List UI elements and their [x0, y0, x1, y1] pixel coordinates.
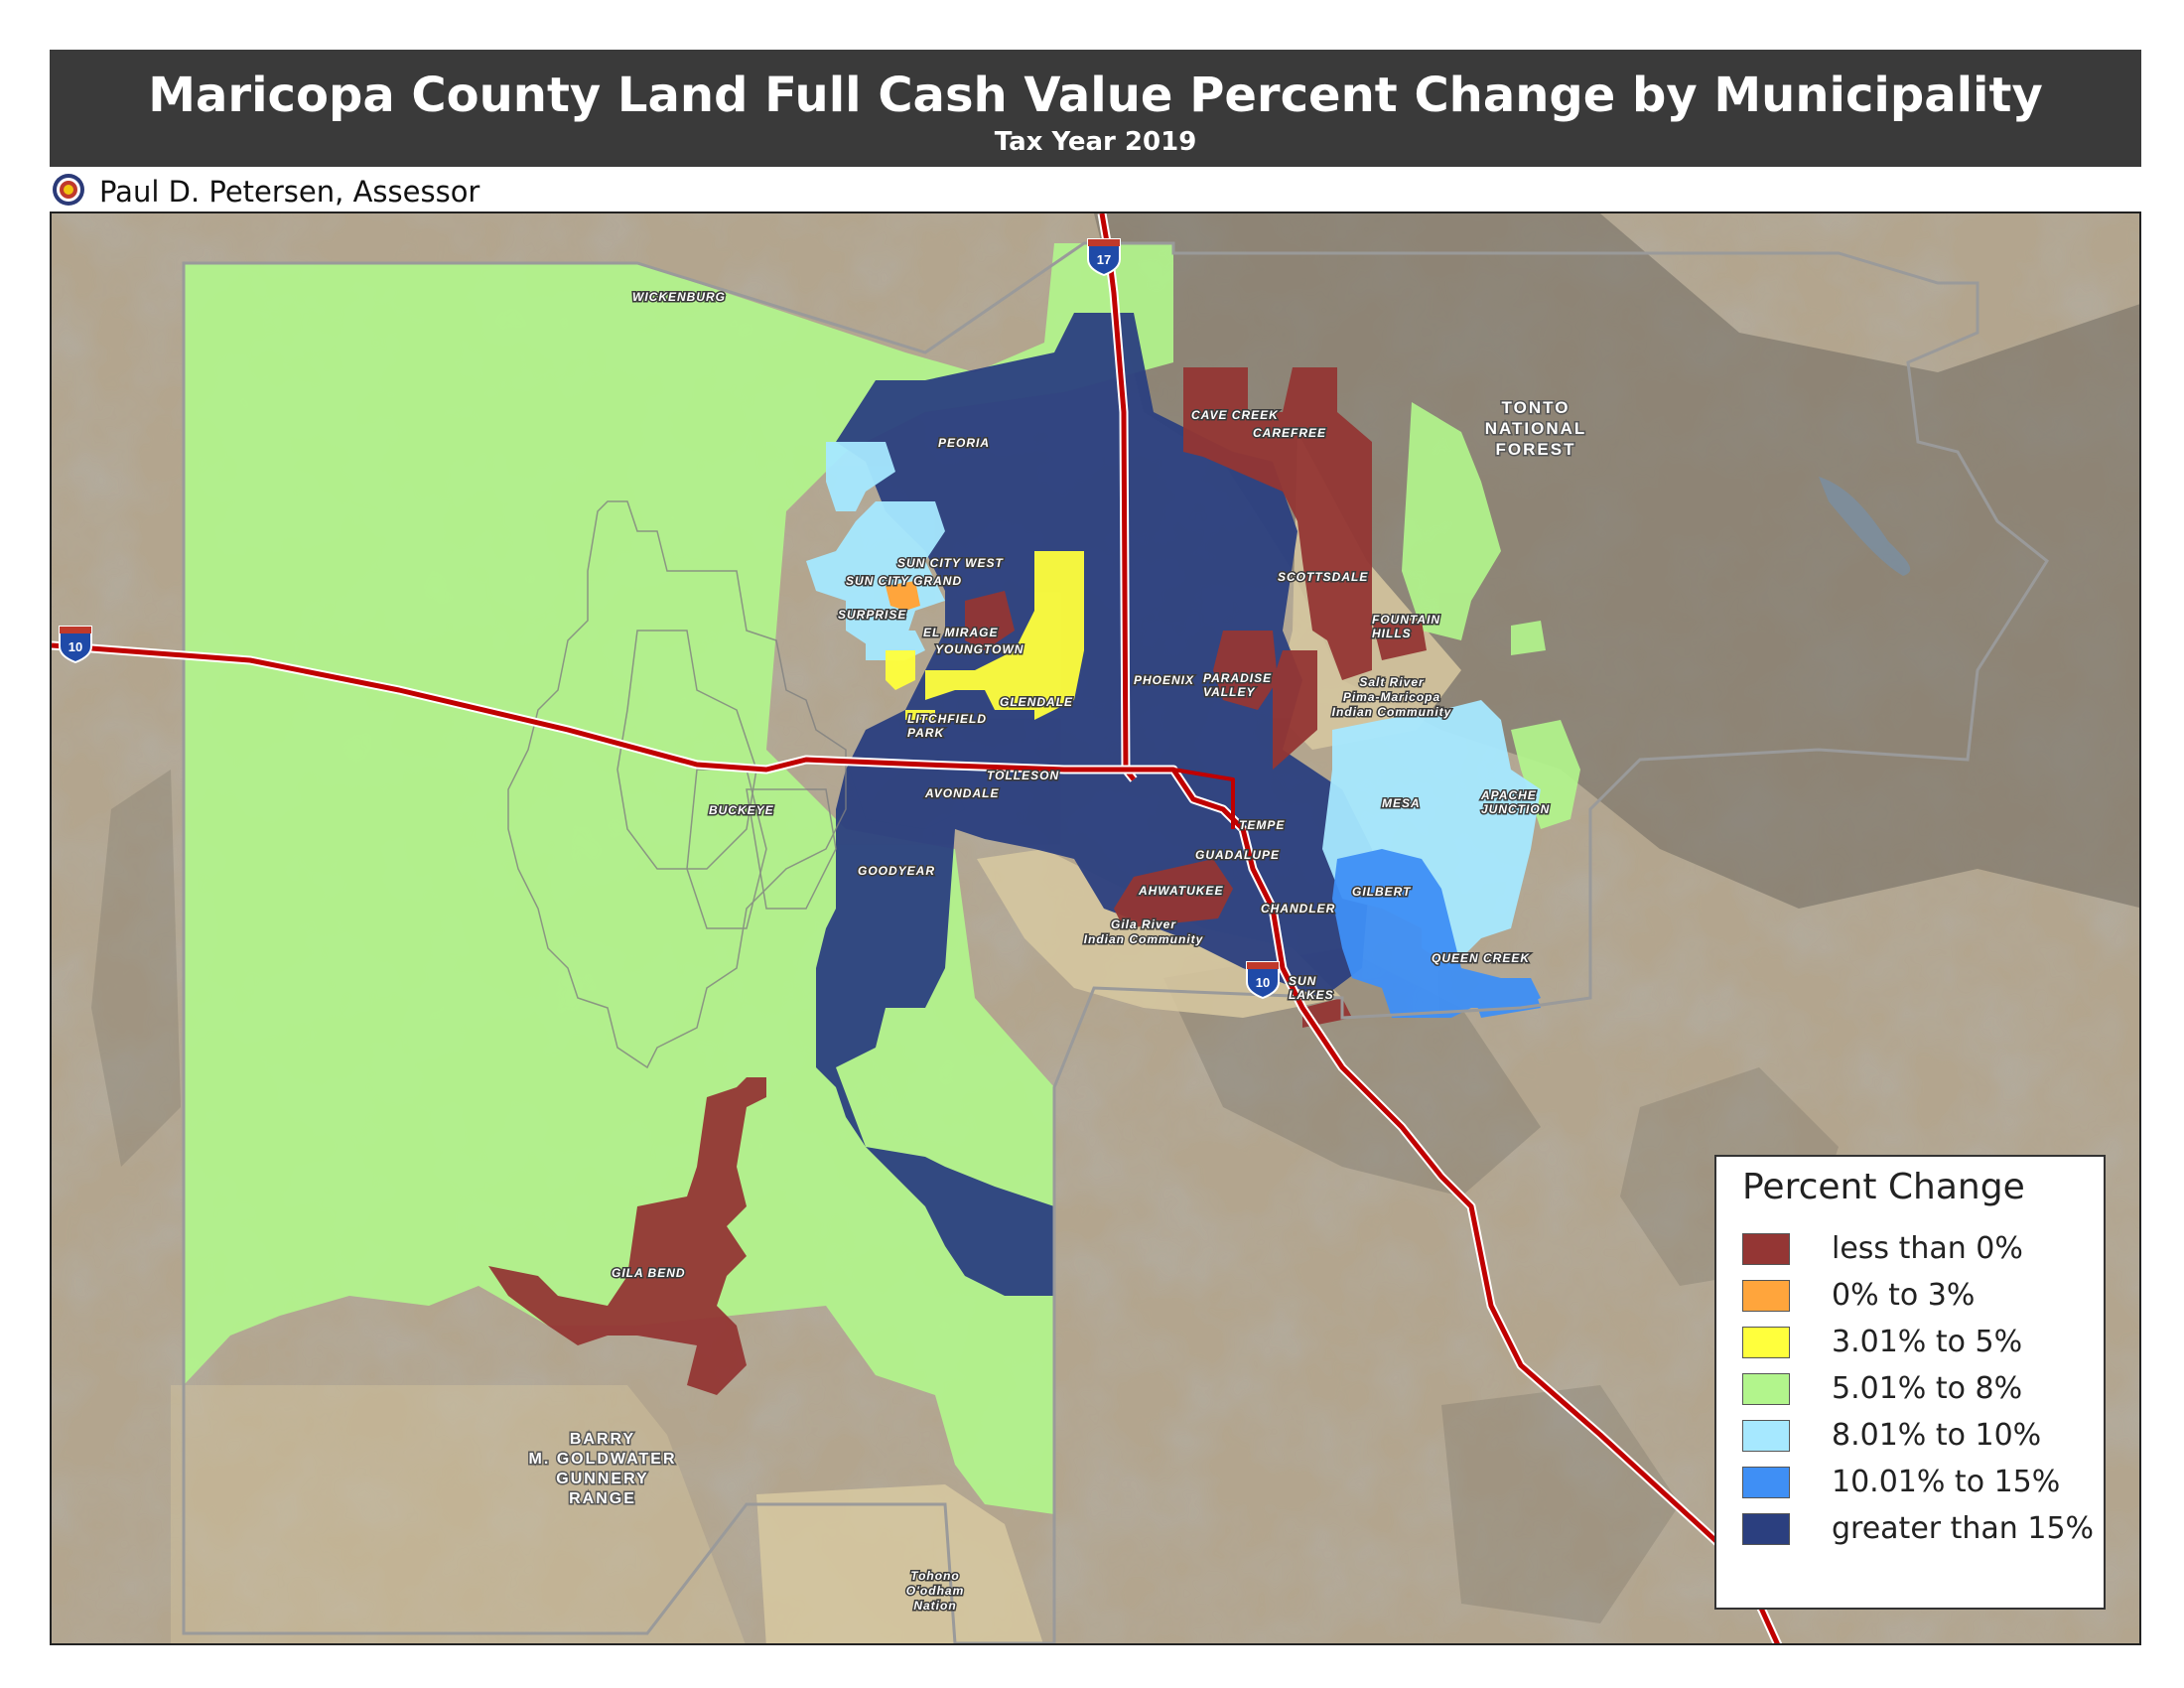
county-outline: [182, 241, 2049, 1643]
label-guadalupe: GUADALUPE: [1195, 848, 1280, 862]
label-sun-lakes: SUN LAKES: [1289, 974, 1334, 1002]
legend-swatch: [1742, 1280, 1790, 1312]
legend-title: Percent Change: [1742, 1167, 2025, 1207]
region-0-3-percent: [886, 581, 920, 611]
label-tonto-2: NATIONAL: [1485, 419, 1587, 438]
label-chandler: CHANDLER: [1261, 902, 1335, 915]
legend-label: 5.01% to 8%: [1832, 1371, 2023, 1406]
legend-item: 8.01% to 10%: [1742, 1418, 2080, 1458]
label-tempe: TEMPE: [1239, 818, 1285, 832]
map[interactable]: 17 10 10 WICKENBURG PEORIA CAVE CREEK CA…: [50, 211, 2141, 1645]
region-less-than-0-percent: [488, 367, 1427, 1395]
legend-item: 0% to 3%: [1742, 1278, 2080, 1318]
label-salt-river-3: Indian Community: [1332, 705, 1452, 719]
label-tonto-1: TONTO: [1502, 398, 1570, 417]
label-apache-junction: APACHE JUNCTION: [1480, 788, 1550, 816]
label-buckeye: BUCKEYE: [709, 803, 774, 817]
label-goldwater-4: RANGE: [569, 1490, 636, 1507]
label-wickenburg: WICKENBURG: [632, 290, 726, 304]
label-gila-river-1: Gila River: [1111, 917, 1176, 931]
label-phoenix: PHOENIX: [1134, 673, 1194, 687]
label-cave-creek: CAVE CREEK: [1191, 408, 1279, 422]
label-sun-city-west: SUN CITY WEST: [897, 556, 1004, 570]
legend-item: 10.01% to 15%: [1742, 1465, 2080, 1504]
legend-label: 3.01% to 5%: [1832, 1325, 2023, 1359]
label-peoria: PEORIA: [938, 436, 990, 450]
legend-swatch: [1742, 1420, 1790, 1452]
i10-west-label: 10: [68, 639, 82, 654]
label-tohono-2: O'odham: [906, 1584, 965, 1598]
label-tohono-1: Tohono: [910, 1569, 960, 1583]
map-subtitle: Tax Year 2019: [994, 127, 1197, 157]
label-ahwatukee: AHWATUKEE: [1138, 884, 1223, 898]
label-paradise-valley: PARADISE VALLEY: [1203, 671, 1272, 699]
assessor-seal-icon: [53, 174, 84, 206]
label-tohono-3: Nation: [913, 1599, 956, 1613]
legend-label: less than 0%: [1832, 1231, 2023, 1266]
label-carefree: CAREFREE: [1253, 426, 1326, 440]
label-goldwater-1: BARRY: [570, 1431, 635, 1448]
label-litchfield-park: LITCHFIELD PARK: [907, 712, 987, 740]
label-salt-river-1: Salt River: [1359, 675, 1425, 689]
i17-label: 17: [1097, 252, 1111, 267]
legend-swatch: [1742, 1233, 1790, 1265]
interstate-10-south-shield-icon: 10: [1246, 961, 1280, 1000]
label-sun-city-grand: SUN CITY GRAND: [846, 574, 962, 588]
interstate-17-shield-icon: 17: [1087, 238, 1121, 277]
label-mesa: MESA: [1382, 796, 1421, 810]
interstate-10-west-shield-icon: 10: [59, 626, 92, 664]
label-gilbert: GILBERT: [1352, 885, 1412, 899]
legend-swatch: [1742, 1373, 1790, 1405]
label-youngtown: YOUNGTOWN: [935, 642, 1024, 656]
map-title: Maricopa County Land Full Cash Value Per…: [148, 68, 2043, 123]
lake: [1819, 477, 1911, 576]
label-queen-creek: QUEEN CREEK: [1432, 951, 1530, 965]
label-salt-river-2: Pima-Maricopa: [1343, 690, 1440, 704]
legend-swatch: [1742, 1467, 1790, 1498]
label-scottsdale: SCOTTSDALE: [1278, 570, 1368, 584]
legend-item: 3.01% to 5%: [1742, 1325, 2080, 1364]
label-tolleson: TOLLESON: [987, 769, 1059, 782]
municipal-boundaries: [507, 500, 847, 1069]
legend-swatch: [1742, 1513, 1790, 1545]
legend-label: 10.01% to 15%: [1832, 1465, 2061, 1499]
label-fountain-hills: FOUNTAIN HILLS: [1372, 613, 1440, 640]
legend-label: 8.01% to 10%: [1832, 1418, 2042, 1453]
area-labels: TONTO NATIONAL FOREST Salt River Pima-Ma…: [527, 397, 1587, 1615]
region-3-5-percent: [886, 551, 1084, 720]
assessor-name: Paul D. Petersen, Assessor: [99, 175, 480, 209]
label-goodyear: GOODYEAR: [858, 864, 935, 878]
legend-label: greater than 15%: [1832, 1511, 2095, 1546]
legend-label: 0% to 3%: [1832, 1278, 1976, 1313]
label-goldwater-3: GUNNERY: [556, 1471, 648, 1487]
legend-item: 5.01% to 8%: [1742, 1371, 2080, 1411]
label-avondale: AVONDALE: [924, 786, 999, 800]
title-bar: Maricopa County Land Full Cash Value Per…: [50, 50, 2141, 167]
map-canvas[interactable]: 17 10 10 WICKENBURG PEORIA CAVE CREEK CA…: [52, 213, 2141, 1645]
region-greater-15-percent: [816, 313, 1372, 1296]
i10-south-label: 10: [1256, 975, 1270, 990]
label-glendale: GLENDALE: [1000, 695, 1073, 709]
label-gila-river-2: Indian Community: [1084, 932, 1204, 946]
legend-swatch: [1742, 1327, 1790, 1358]
legend-item: less than 0%: [1742, 1231, 2080, 1271]
label-el-mirage: EL MIRAGE: [923, 626, 998, 639]
label-surprise: SURPRISE: [838, 608, 906, 622]
label-tonto-3: FOREST: [1496, 440, 1576, 459]
legend: Percent Change less than 0% 0% to 3% 3.0…: [1714, 1155, 2106, 1610]
municipality-labels: WICKENBURG PEORIA CAVE CREEK CAREFREE SU…: [611, 289, 1551, 1282]
legend-item: greater than 15%: [1742, 1511, 2094, 1551]
label-goldwater-2: M. GOLDWATER: [528, 1451, 676, 1468]
label-gila-bend: GILA BEND: [612, 1266, 686, 1280]
